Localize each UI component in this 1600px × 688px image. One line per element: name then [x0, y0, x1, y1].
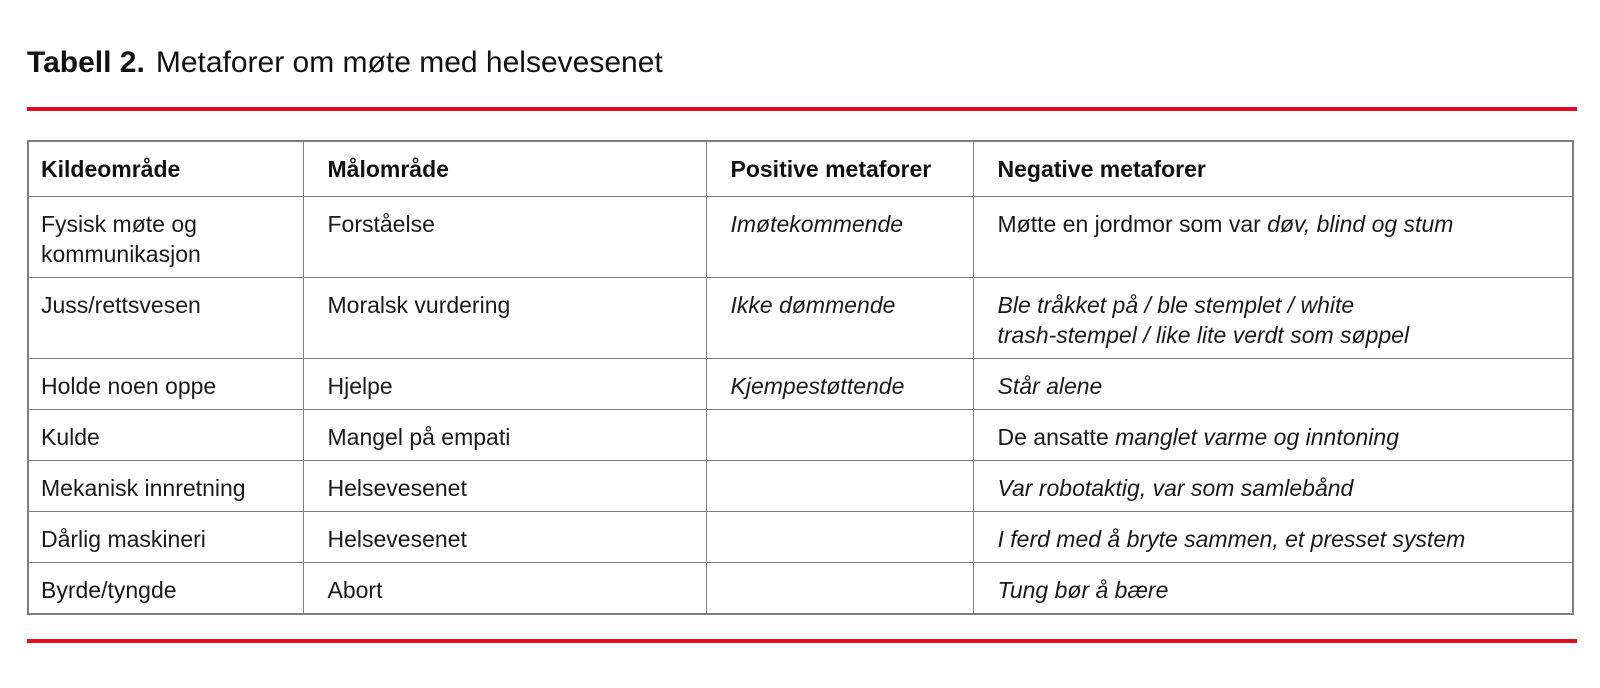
table-cell: Abort	[302, 561, 707, 614]
table-cell: Møtte en jordmor som var døv, blind og s…	[972, 195, 1574, 278]
table-cell: Dårlig maskineri	[27, 510, 304, 563]
cell-text: Kulde	[41, 423, 100, 450]
cell-text: Hjelpe	[327, 372, 393, 399]
cell-text: Holde noen oppe	[41, 372, 217, 399]
table-row: Mekanisk innretning Helsevesenet Var robot…	[27, 459, 1574, 512]
cell-text: Mekanisk innretning	[41, 474, 246, 501]
table-cell: Helsevesenet	[302, 459, 707, 512]
table-cell: Juss/rettsvesen	[27, 276, 304, 359]
metaphor-quote: døv, blind og stum	[1267, 210, 1454, 237]
metaphor-quote: Tung bør å bære	[997, 576, 1169, 603]
table-cell	[705, 408, 974, 461]
column-header: Kildeområde	[27, 140, 304, 197]
table-cell: Ble tråkket på / ble stemplet / white tr…	[972, 276, 1574, 359]
table-body: Fysisk møte og kommunikasjon Forståelse Im…	[27, 195, 1574, 614]
metaphor-quote: Kjempestøttende	[730, 372, 905, 399]
table-number: Tabell 2.	[27, 46, 145, 79]
header-row: Kildeområde Målområde Positive metaforer Ne…	[27, 140, 1574, 197]
metaphor-quote: Ikke dømmende	[730, 291, 896, 318]
table-cell: Moralsk vurdering	[302, 276, 707, 359]
table-cell	[705, 561, 974, 614]
cell-text: Helsevesenet	[327, 474, 467, 501]
table-cell: Kjempestøttende	[705, 357, 974, 410]
table-cell: Ikke dømmende	[705, 276, 974, 359]
column-header: Positive metaforer	[705, 140, 974, 197]
column-header: Negative metaforer	[972, 140, 1574, 197]
table-cell: Mekanisk innretning	[27, 459, 304, 512]
cell-text: Helsevesenet	[327, 525, 467, 552]
table-row: Dårlig maskineri Helsevesenet I ferd med å…	[27, 510, 1574, 563]
table-caption-text: Metaforer om møte med helsevesenet	[155, 46, 663, 79]
table-cell: Byrde/tyngde	[27, 561, 304, 614]
table-cell: De ansatte manglet varme og inntoning	[972, 408, 1574, 461]
table-cell: Helsevesenet	[302, 510, 707, 563]
cell-text: Moralsk vurdering	[327, 291, 511, 318]
top-divider	[27, 107, 1577, 111]
column-header: Målområde	[302, 140, 707, 197]
cell-text: Dårlig maskineri	[41, 525, 206, 552]
table-cell: Står alene	[972, 357, 1574, 410]
table-cell: I ferd med å bryte sammen, et presset sy…	[972, 510, 1574, 563]
cell-text: Forståelse	[327, 210, 435, 237]
table-caption: Tabell 2. Metaforer om møte med helsevese…	[27, 44, 663, 81]
table-cell: Imøtekommende	[705, 195, 974, 278]
table-row: Juss/rettsvesen Moralsk vurdering Ikke døm…	[27, 276, 1574, 359]
cell-text: Mangel på empati	[327, 423, 511, 450]
metaphor-quote: manglet varme og inntoning	[1115, 423, 1399, 450]
table-cell	[705, 459, 974, 512]
metaphor-quote: Ble tråkket på / ble stemplet / white tr…	[997, 291, 1410, 348]
table-cell: Fysisk møte og kommunikasjon	[27, 195, 304, 278]
cell-text: Møtte en jordmor som var	[997, 210, 1268, 237]
cell-text: Byrde/tyngde	[41, 576, 177, 603]
table-row: Byrde/tyngde Abort Tung bør å bære	[27, 561, 1574, 614]
metaphor-quote: Var robotaktig, var som samlebånd	[997, 474, 1354, 501]
cell-text: Fysisk møte og kommunikasjon	[41, 210, 201, 267]
metaphor-quote: Står alene	[997, 372, 1103, 399]
table-cell	[705, 510, 974, 563]
metaphor-quote: I ferd med å bryte sammen, et presset sy…	[997, 525, 1466, 552]
cell-text: Juss/rettsvesen	[41, 291, 201, 318]
table-cell: Forståelse	[302, 195, 707, 278]
table-row: Fysisk møte og kommunikasjon Forståelse Im…	[27, 195, 1574, 278]
table-cell: Tung bør å bære	[972, 561, 1574, 614]
cell-text: De ansatte	[997, 423, 1116, 450]
table-row: Holde noen oppe Hjelpe Kjempestøttende Står…	[27, 357, 1574, 410]
table-cell: Kulde	[27, 408, 304, 461]
metaphor-quote: Imøtekommende	[730, 210, 904, 237]
cell-text: Abort	[327, 576, 383, 603]
table-cell: Mangel på empati	[302, 408, 707, 461]
table-cell: Hjelpe	[302, 357, 707, 410]
bottom-divider	[27, 639, 1577, 643]
table-cell: Var robotaktig, var som samlebånd	[972, 459, 1574, 512]
metaphor-table: Kildeområde Målområde Positive metaforer Ne…	[27, 140, 1574, 615]
table-cell: Holde noen oppe	[27, 357, 304, 410]
table-row: Kulde Mangel på empati De ansatte manglet …	[27, 408, 1574, 461]
